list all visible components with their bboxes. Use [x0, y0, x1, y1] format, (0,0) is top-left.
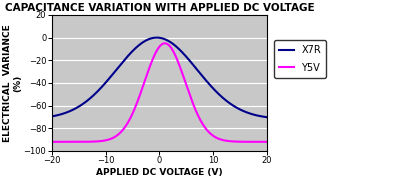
Y5V	[71, 141, 76, 143]
X7R	[264, 116, 269, 118]
Line: Y5V: Y5V	[52, 43, 266, 142]
X7R	[49, 115, 54, 118]
Y5V	[217, 138, 222, 140]
X7R	[136, 44, 141, 46]
Y5V	[144, 74, 149, 76]
X-axis label: APPLIED DC VOLTAGE (V): APPLIED DC VOLTAGE (V)	[96, 168, 222, 177]
Y5V	[197, 118, 202, 120]
Title: CAPACITANCE VARIATION WITH APPLIED DC VOLTAGE: CAPACITANCE VARIATION WITH APPLIED DC VO…	[5, 3, 314, 13]
X7R	[197, 72, 202, 74]
X7R	[221, 98, 226, 100]
Line: X7R: X7R	[52, 38, 266, 117]
Y5V	[162, 42, 167, 44]
X7R	[144, 39, 149, 41]
Y-axis label: ELECTRICAL  VARIANCE
(%): ELECTRICAL VARIANCE (%)	[3, 24, 22, 142]
Y5V	[264, 141, 269, 143]
Y5V	[49, 141, 54, 143]
Legend: X7R, Y5V: X7R, Y5V	[273, 40, 325, 78]
X7R	[71, 108, 76, 110]
Y5V	[136, 97, 141, 99]
Y5V	[221, 139, 226, 141]
X7R	[217, 94, 222, 96]
X7R	[154, 37, 159, 39]
